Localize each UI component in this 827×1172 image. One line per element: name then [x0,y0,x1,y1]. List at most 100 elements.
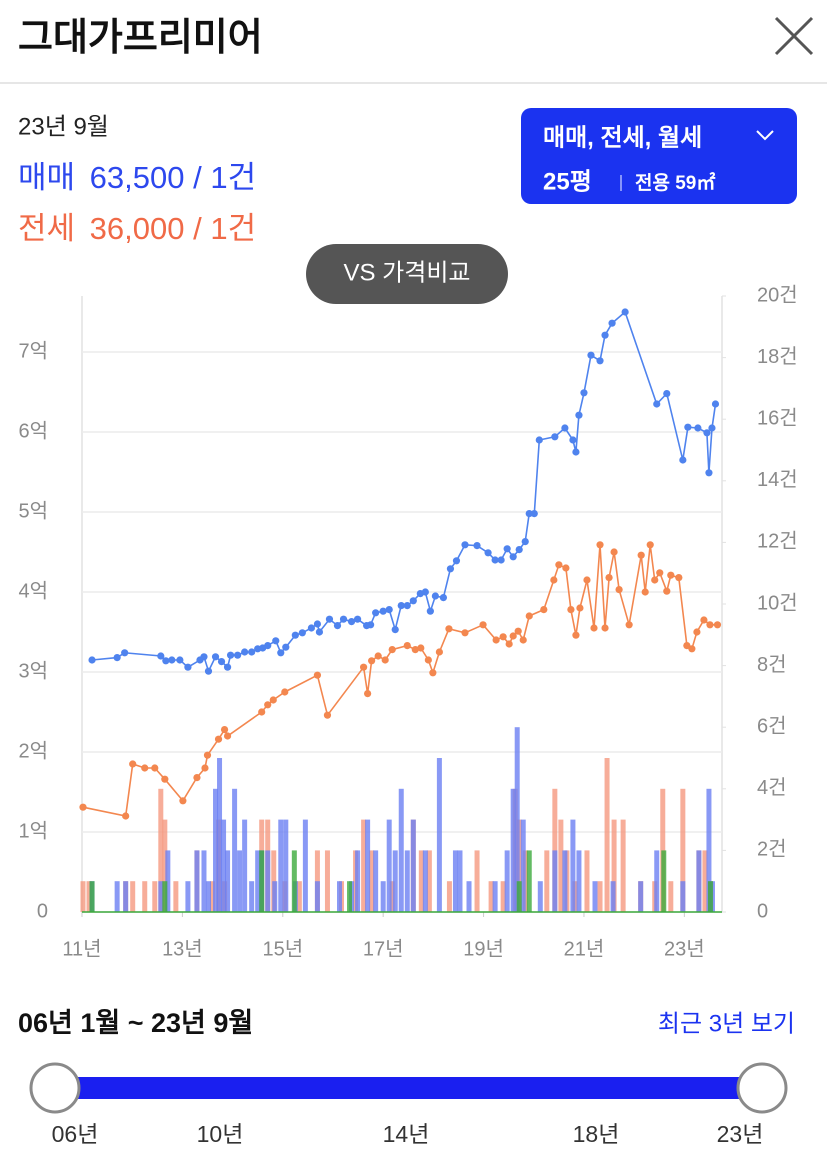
y-tick-label: 3억 [18,659,48,682]
price-point [201,764,209,772]
filter-pyeong: 25평 [543,168,592,195]
volume-bar [611,819,617,912]
filter-area: 전용 59㎡ [635,171,715,194]
volume-bar [278,819,284,912]
filter-button[interactable]: 매매, 전세, 월세 25평 전용 59㎡ [521,108,797,204]
price-point [452,557,461,565]
price-point [525,612,533,620]
price-point [248,648,256,656]
price-point [360,663,368,671]
volume-bar [201,850,207,912]
price-point [540,606,548,614]
price-point [514,627,522,635]
price-point [79,803,87,811]
price-point [505,640,513,648]
x-tick-label: 17년 [363,937,404,960]
volume-bar [114,881,120,912]
price-point [461,629,469,637]
price-point [313,620,322,628]
price-point [323,711,332,719]
volume-bar [369,850,375,912]
price-point [575,411,583,419]
price-point [497,556,505,564]
volume-bar [526,850,532,912]
volume-bar [474,850,480,912]
price-point [445,625,453,633]
price-point [217,658,226,666]
price-point [576,604,584,612]
price-point [269,696,277,704]
volume-bar [562,850,568,912]
price-point [234,651,242,659]
volume-bar [123,881,129,912]
price-point [203,751,212,759]
price-point [551,433,559,441]
volume-bar [392,850,398,912]
price-point [608,319,616,327]
price-point [703,429,711,437]
price-point [713,621,722,629]
y2-tick-label: 12건 [757,530,798,553]
slider-tick-label: 10년 [197,1121,244,1147]
y2-tick-label: 2건 [757,838,787,861]
price-point [439,594,448,602]
volume-bar [232,788,238,912]
y2-tick-label: 18건 [757,345,798,368]
price-point [509,553,517,561]
volume-bar [249,881,255,912]
chart: 0 1억 2억 3억 4억 5억 6억 7억 0 2건 4건 6건 8건 10건 12건 14건 16건 18건 2… [18,283,797,960]
volume-bar [576,850,582,912]
compare-button[interactable]: VS 가격비교 [306,244,508,304]
price-point [403,642,411,650]
price-point [561,424,569,432]
volume-bar [398,788,404,912]
price-point [708,424,716,432]
price-point [121,649,129,657]
price-point [491,556,499,564]
slider-handle[interactable] [29,1062,81,1114]
volume-bar [142,881,148,912]
price-point [391,626,399,634]
price-point [569,436,577,444]
jeonse-value: 36,000 / 1건 [90,211,256,246]
price-point [705,469,713,477]
price-point [141,764,149,772]
close-button[interactable] [774,16,814,56]
sale-label: 매매 [18,160,75,195]
price-point [397,602,405,610]
compare-button-label: VS 가격비교 [343,259,470,286]
sale-value: 63,500 / 1건 [90,160,256,195]
price-point [446,565,455,573]
price-point [151,764,159,772]
volume-bar [620,819,626,912]
recent-link[interactable]: 최근 3년 보기 [658,1010,795,1037]
price-line [91,310,717,674]
price-point [88,656,96,664]
volume-bar [265,850,271,912]
price-point [521,538,529,546]
price-point [711,400,720,408]
price-point [484,549,492,557]
slider-handle[interactable] [736,1062,788,1114]
slider-tick-label: 14년 [383,1121,430,1147]
volume-bar [386,819,392,912]
volume-bar [418,850,424,912]
volume-bar [165,850,171,912]
price-point [562,564,570,572]
price-point [162,657,170,665]
price-point [525,509,533,518]
price-point [675,574,683,582]
price-point [684,423,692,431]
price-point [555,561,563,569]
chevron-icon [756,130,774,141]
price-point [368,657,376,665]
volume-bar [255,850,261,912]
volume-bar [570,819,576,912]
price-point [429,669,437,677]
filter-types: 매매, 전세, 월세 [543,124,702,151]
price-point [347,618,356,626]
price-point [226,651,235,659]
price-point [519,636,527,644]
price-point [535,436,543,444]
